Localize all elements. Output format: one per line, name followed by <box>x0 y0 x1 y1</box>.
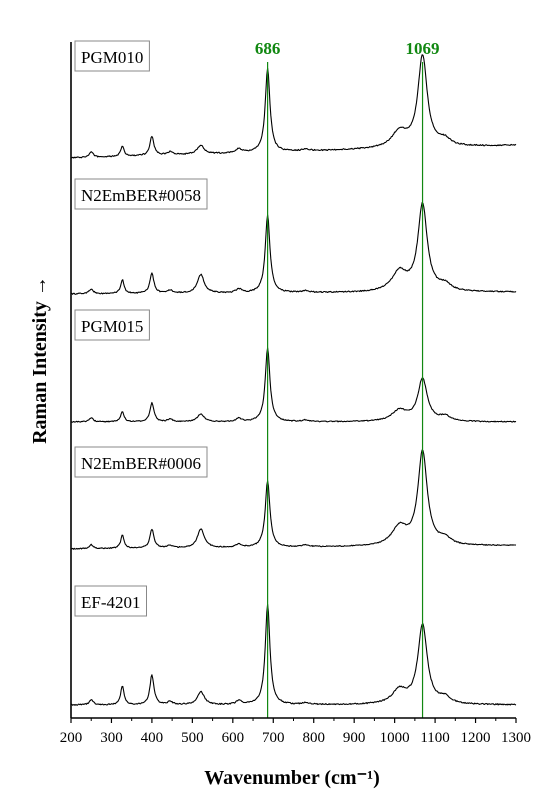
spectrum-line-0 <box>70 54 517 159</box>
sample-label-1: N2EmBER#0058 <box>81 186 201 205</box>
peak-label-686: 686 <box>255 39 281 58</box>
x-axis-title: Wavenumber (cm⁻¹) <box>204 767 380 789</box>
sample-label-box <box>74 309 150 341</box>
spectrum-line-1 <box>70 202 517 295</box>
sample-label-4: EF-4201 <box>81 593 141 612</box>
sample-label-box <box>74 40 150 72</box>
x-tick-label: 1000 <box>380 730 410 746</box>
sample-label-3: N2EmBER#0006 <box>81 454 201 473</box>
sample-label-0: PGM010 <box>81 48 143 67</box>
spectrum-line-2 <box>70 347 517 423</box>
x-tick-label: 300 <box>100 730 123 746</box>
x-tick-label: 700 <box>262 730 285 746</box>
spectrum-line-3 <box>70 449 517 550</box>
sample-label-box <box>74 178 208 210</box>
x-tick-label: 1200 <box>461 730 491 746</box>
sample-label-box <box>74 585 147 617</box>
y-axis-title: Raman Intensity → <box>29 276 51 444</box>
x-tick-label: 900 <box>343 730 366 746</box>
x-tick-label: 500 <box>181 730 204 746</box>
x-tick-label: 400 <box>141 730 164 746</box>
x-tick-label: 1100 <box>420 730 449 746</box>
peak-label-1069: 1069 <box>406 39 440 58</box>
spectrum-line-4 <box>70 603 517 706</box>
sample-labels: PGM010 N2EmBER#0058 PGM015 N2EmBER#0006 EF-4… <box>74 40 208 617</box>
x-tick-label: 800 <box>302 730 325 746</box>
x-tick-label: 200 <box>60 730 83 746</box>
reference-lines: 686 1069 <box>255 39 440 718</box>
sample-label-2: PGM015 <box>81 317 143 336</box>
spectra-group <box>70 54 517 706</box>
axes: 200 300 400 500 600 700 800 900 1000 1100 1200 1300 <box>60 42 531 746</box>
x-tick-label: 1300 <box>501 730 531 746</box>
x-tick-label: 600 <box>222 730 245 746</box>
sample-label-box <box>74 446 208 478</box>
